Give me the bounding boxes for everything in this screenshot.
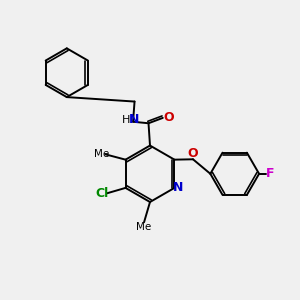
Text: N: N — [129, 113, 140, 126]
Text: Cl: Cl — [95, 187, 108, 200]
Text: Me: Me — [136, 222, 151, 232]
Text: N: N — [173, 182, 183, 194]
Text: Me: Me — [94, 149, 109, 159]
Text: F: F — [266, 167, 274, 180]
Text: O: O — [188, 147, 198, 161]
Text: O: O — [164, 110, 174, 124]
Text: H: H — [122, 115, 130, 125]
